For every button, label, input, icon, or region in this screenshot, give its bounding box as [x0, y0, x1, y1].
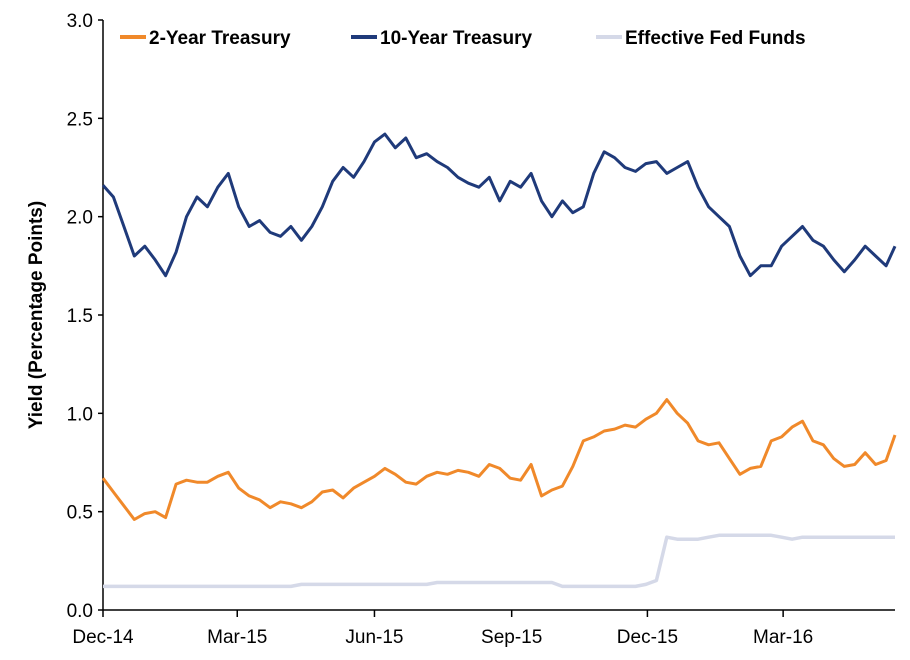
- series-layer: [101, 132, 897, 589]
- y-tick-label: 1.0: [67, 404, 93, 425]
- y-tick-label: 3.0: [67, 11, 93, 32]
- series-line-fedfunds: [103, 533, 895, 589]
- series-line-10yr: [101, 132, 897, 278]
- y-axis-label: Yield (Percentage Points): [26, 201, 47, 429]
- y-tick-label: 1.5: [67, 306, 93, 327]
- y-tick-label: 0.5: [67, 503, 93, 524]
- axes: [102, 20, 895, 611]
- legend: 2-Year Treasury 10-Year Treasury Effecti…: [120, 28, 806, 49]
- x-tick-label: Jun-15: [345, 627, 403, 648]
- y-tick-label: 0.0: [67, 601, 93, 622]
- legend-label-2yr: 2-Year Treasury: [149, 28, 291, 49]
- y-tick-label: 2.0: [67, 208, 93, 229]
- y-ticks: 0.0 0.5 1.0 1.5 2.0 2.5 3.0: [67, 11, 103, 622]
- series-line-2yr: [101, 398, 897, 521]
- x-ticks: Dec-14 Mar-15 Jun-15 Sep-15 Dec-15 Mar-16: [72, 610, 813, 648]
- y-tick-label: 2.5: [67, 109, 93, 130]
- x-tick-label: Mar-15: [207, 627, 267, 648]
- x-tick-label: Mar-16: [753, 627, 813, 648]
- legend-label-10yr: 10-Year Treasury: [380, 28, 533, 49]
- legend-label-fedfunds: Effective Fed Funds: [625, 28, 806, 49]
- x-tick-label: Sep-15: [481, 627, 542, 648]
- x-tick-label: Dec-15: [617, 627, 678, 648]
- x-tick-label: Dec-14: [72, 627, 134, 648]
